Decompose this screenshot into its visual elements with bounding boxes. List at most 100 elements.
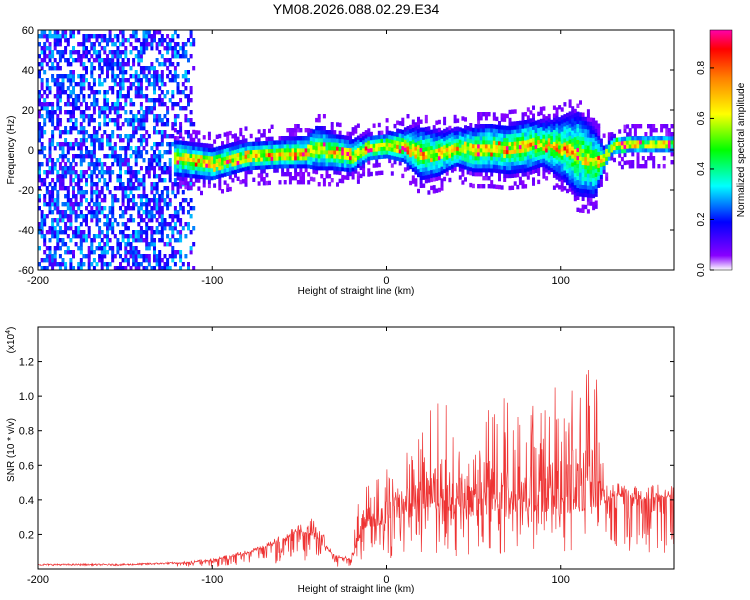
heatmap-cell <box>380 150 384 155</box>
heatmap-cell <box>537 179 541 185</box>
heatmap-cell <box>72 34 75 39</box>
heatmap-cell <box>521 156 525 161</box>
heatmap-cell <box>362 147 366 153</box>
heatmap-cell <box>443 160 447 166</box>
heatmap-cell <box>579 180 582 185</box>
heatmap-cell <box>307 180 311 185</box>
heatmap-cell <box>126 202 130 207</box>
heatmap-cell <box>338 170 342 176</box>
heatmap-cell <box>633 128 637 133</box>
heatmap-cell <box>338 130 342 136</box>
heatmap-cell <box>64 214 68 219</box>
heatmap-cell <box>597 143 601 148</box>
heatmap-cell <box>445 171 449 176</box>
heatmap-cell <box>111 230 115 235</box>
heatmap-cell <box>649 124 653 129</box>
heatmap-cell <box>87 166 91 171</box>
heatmap-cell <box>592 157 596 163</box>
heatmap-cell <box>539 122 543 128</box>
heatmap-cell <box>560 115 564 120</box>
heatmap-cell <box>184 160 188 166</box>
heatmap-cell <box>111 106 115 111</box>
heatmap-cell <box>401 149 405 155</box>
heatmap-cell <box>145 30 149 35</box>
heatmap-cell <box>103 214 107 219</box>
heatmap-cell <box>132 170 136 175</box>
heatmap-cell <box>153 34 156 39</box>
heatmap-cell <box>171 254 175 259</box>
heatmap-cell <box>482 144 486 149</box>
heatmap-cell <box>592 133 596 139</box>
heatmap-cell <box>451 168 454 173</box>
heatmap-cell <box>87 38 91 43</box>
heatmap-cell <box>417 124 420 130</box>
heatmap-cell <box>552 125 556 130</box>
heatmap-cell <box>119 138 122 143</box>
heatmap-cell <box>270 136 274 141</box>
heatmap-cell <box>262 153 266 158</box>
heatmap-cell <box>257 157 261 162</box>
heatmap-cell <box>599 182 603 187</box>
heatmap-cell <box>194 154 198 159</box>
heatmap-cell <box>586 137 590 142</box>
heatmap-cell <box>74 118 78 123</box>
heatmap-cell <box>194 130 198 135</box>
heatmap-cell <box>129 242 133 247</box>
heatmap-cell <box>471 155 475 161</box>
heatmap-cell <box>461 156 465 161</box>
heatmap-cell <box>124 62 128 67</box>
heatmap-cell <box>589 173 593 178</box>
heatmap-cell <box>58 66 62 71</box>
heatmap-cell <box>147 210 151 215</box>
heatmap-cell <box>150 38 154 43</box>
y-tick-label: 0 <box>28 145 34 157</box>
heatmap-cell <box>53 94 57 99</box>
heatmap-cell <box>560 171 564 176</box>
heatmap-cell <box>283 148 287 153</box>
heatmap-cell <box>503 165 507 170</box>
heatmap-cell <box>40 86 44 91</box>
heatmap-cell <box>160 218 164 223</box>
heatmap-cell <box>586 133 590 138</box>
heatmap-cell <box>121 230 125 235</box>
heatmap-cell <box>670 132 674 137</box>
heatmap-cell <box>113 62 117 67</box>
heatmap-cell <box>411 135 415 140</box>
heatmap-cell <box>526 171 530 176</box>
heatmap-cell <box>116 102 120 107</box>
heatmap-cell <box>576 139 580 144</box>
heatmap-cell <box>38 114 41 119</box>
heatmap-cell <box>66 118 70 123</box>
heatmap-cell <box>670 160 674 165</box>
heatmap-cell <box>147 242 151 247</box>
heatmap-cell <box>268 140 271 146</box>
heatmap-cell <box>142 38 146 43</box>
heatmap-cell <box>218 157 222 163</box>
heatmap-cell <box>111 214 115 219</box>
heatmap-cell <box>458 127 462 132</box>
heatmap-cell <box>142 42 146 47</box>
heatmap-cell <box>48 146 52 151</box>
heatmap-cell <box>160 38 164 43</box>
heatmap-cell <box>573 124 577 130</box>
heatmap-cell <box>113 106 117 111</box>
heatmap-cell <box>137 238 141 243</box>
heatmap-cell <box>158 254 162 259</box>
heatmap-cell <box>158 30 162 35</box>
heatmap-cell <box>422 131 426 136</box>
heatmap-cell <box>545 152 549 157</box>
heatmap-cell <box>129 178 133 183</box>
heatmap-cell <box>278 144 282 149</box>
heatmap-cell <box>221 149 224 154</box>
heatmap-cell <box>53 110 57 115</box>
heatmap-cell <box>338 166 342 172</box>
heatmap-cell <box>69 162 73 167</box>
heatmap-cell <box>660 140 664 145</box>
heatmap-cell <box>461 132 465 137</box>
heatmap-cell <box>95 186 99 191</box>
heatmap-cell <box>315 141 319 147</box>
heatmap-cell <box>545 160 549 165</box>
heatmap-cell <box>545 116 549 121</box>
heatmap-cell <box>137 74 141 79</box>
heatmap-cell <box>106 186 109 191</box>
